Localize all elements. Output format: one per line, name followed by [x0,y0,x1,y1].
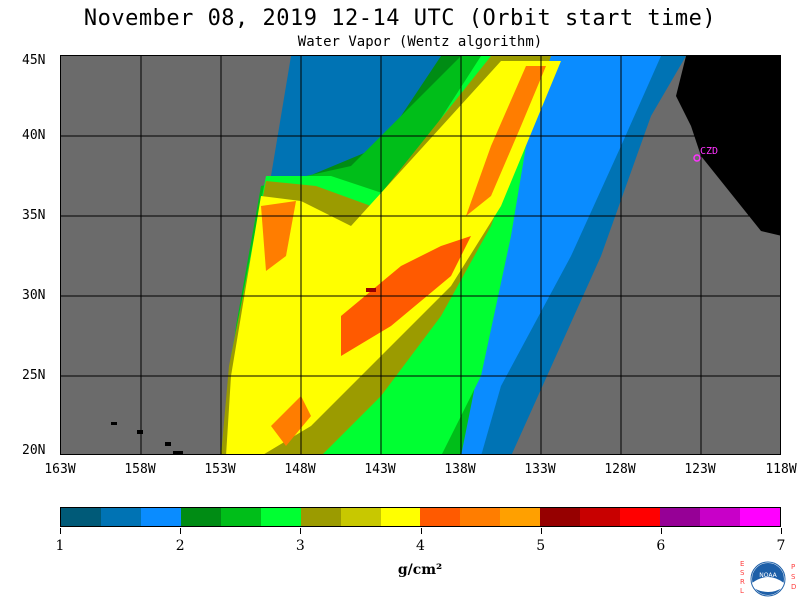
colorbar-swatch [540,508,581,526]
colorbar-swatch [180,508,221,526]
colorbar-tick-label: 3 [295,538,305,554]
island-oahu [137,430,143,434]
land-california [676,56,780,236]
lat-label: 35N [22,208,46,223]
colorbar-tick-label: 6 [656,538,666,554]
lat-label: 25N [22,368,46,383]
lat-label: 30N [22,288,46,303]
island-hawaii [173,451,183,454]
svg-text:L: L [740,587,744,595]
colorbar-tick [420,528,422,534]
colorbar-tick-label: 2 [175,538,185,554]
colorbar-tick [781,528,782,534]
swath-yellow [226,61,561,454]
svg-text:P: P [791,563,795,571]
swath-orange-north [466,66,546,216]
lon-label: 163W [44,462,76,477]
colorbar-swatch [300,508,341,526]
svg-text:S: S [740,569,745,577]
colorbar-tick-label: 1 [55,538,65,554]
place-label-czd: CZD [700,146,719,157]
lon-label: 143W [364,462,396,477]
water-vapor-map [60,55,781,455]
site-marker-czd [693,154,701,162]
logo-center-text: NOAA [759,572,777,579]
colorbar-swatch [620,508,661,526]
colorbar-swatch [420,508,461,526]
colorbar-swatch [220,508,261,526]
svg-text:E: E [740,560,744,568]
colorbar-tick [60,528,61,534]
swath-orange-west [261,201,296,271]
lon-label: 138W [444,462,476,477]
colorbar [60,507,781,527]
swath-darkred-spot [366,288,376,292]
island-maui [165,442,171,446]
colorbar-tick [180,528,182,534]
colorbar-tick [660,528,662,534]
lon-label: 148W [284,462,316,477]
lon-label: 158W [124,462,156,477]
colorbar-tick [300,528,302,534]
colorbar-swatch [660,508,700,526]
colorbar-swatch [460,508,501,526]
lon-label: 128W [604,462,636,477]
lat-label: 40N [22,128,46,143]
colorbar-swatch [700,508,740,526]
colorbar-swatch [580,508,621,526]
logo-psd-text: PSD [791,563,796,591]
map-svg [61,56,780,454]
svg-text:S: S [791,573,796,581]
colorbar-swatch [260,508,301,526]
colorbar-swatch [100,508,141,526]
colorbar-units: g/cm² [397,562,443,578]
svg-text:D: D [791,583,796,591]
colorbar-tick-label: 7 [776,538,786,554]
lat-label: 20N [22,443,46,458]
colorbar-tick-label: 5 [536,538,546,554]
lon-label: 123W [684,462,716,477]
colorbar-tick-label: 4 [416,538,425,554]
colorbar-swatch [739,508,780,526]
island-kauai [111,422,117,425]
colorbar-swatch [140,508,181,526]
graticule [61,56,780,454]
colorbar-swatch [380,508,421,526]
colorbar-swatch [500,508,541,526]
map-title: November 08, 2019 12-14 UTC (Orbit start… [83,6,717,31]
colorbar-swatch [61,508,101,526]
map-subtitle: Water Vapor (Wentz algorithm) [297,34,543,50]
lon-label: 118W [765,462,797,477]
lon-label: 133W [524,462,556,477]
lon-label: 153W [204,462,236,477]
colorbar-tick [540,528,542,534]
lat-label: 45N [22,53,46,68]
colorbar-swatch [340,508,381,526]
svg-text:R: R [740,578,745,586]
